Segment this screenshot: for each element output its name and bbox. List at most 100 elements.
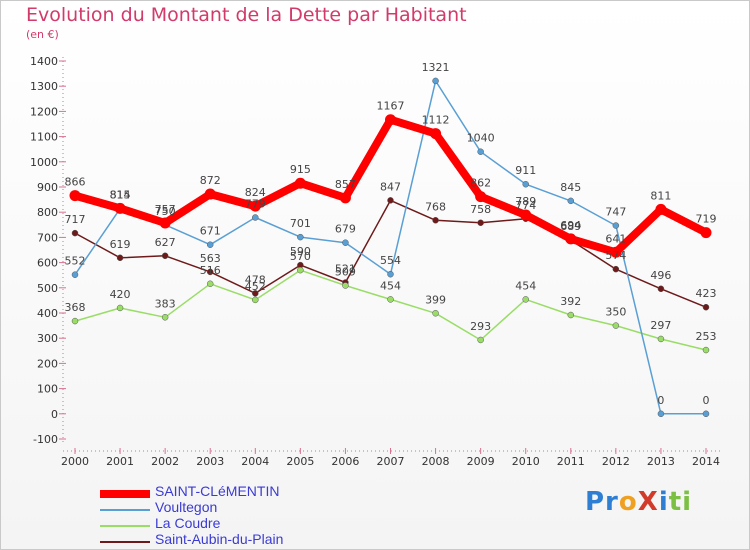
data-label: 811 xyxy=(650,189,671,202)
data-point xyxy=(565,233,577,245)
x-tick-label: 2010 xyxy=(512,455,540,468)
data-point xyxy=(116,304,124,312)
y-tick-label: 200 xyxy=(37,357,58,370)
data-point xyxy=(430,128,442,140)
y-tick-label: 1300 xyxy=(30,80,58,93)
data-label: 590 xyxy=(290,245,311,258)
x-tick-label: 2006 xyxy=(331,455,359,468)
data-label: 423 xyxy=(696,287,717,300)
legend-swatch xyxy=(100,541,150,543)
data-point xyxy=(475,191,487,203)
data-label: 509 xyxy=(335,266,356,279)
y-tick-label: 1000 xyxy=(30,156,58,169)
y-tick-label: 0 xyxy=(51,408,58,421)
data-label: 0 xyxy=(703,394,710,407)
x-tick-label: 2004 xyxy=(241,455,269,468)
x-tick-label: 2012 xyxy=(602,455,630,468)
data-label: 814 xyxy=(110,189,131,202)
data-label: 758 xyxy=(470,203,491,216)
y-tick-label: -100 xyxy=(33,433,58,446)
data-label: 750 xyxy=(155,205,176,218)
data-point xyxy=(116,254,124,262)
data-label: 0 xyxy=(657,394,664,407)
data-point xyxy=(161,314,169,321)
data-point xyxy=(655,203,667,215)
data-point xyxy=(657,285,665,293)
data-label: 297 xyxy=(650,319,671,332)
data-label: 815 xyxy=(110,188,131,201)
x-tick-label: 2011 xyxy=(557,455,585,468)
data-point xyxy=(252,214,259,221)
data-point xyxy=(432,77,439,85)
data-point xyxy=(612,322,620,329)
data-label: 478 xyxy=(245,273,266,286)
data-label: 701 xyxy=(290,217,311,230)
data-label: 679 xyxy=(335,223,356,236)
data-label: 779 xyxy=(245,197,266,210)
data-point xyxy=(206,268,214,276)
data-label: 554 xyxy=(380,254,401,267)
data-label: 627 xyxy=(155,236,176,249)
data-label: 454 xyxy=(380,279,401,292)
data-point xyxy=(477,219,484,227)
data-point xyxy=(71,271,79,278)
data-label: 689 xyxy=(560,220,581,233)
data-point xyxy=(567,311,575,319)
y-tick-label: 400 xyxy=(37,307,58,320)
legend-label: Voultegon xyxy=(155,499,218,515)
data-label: 574 xyxy=(605,249,626,262)
data-point xyxy=(657,335,665,343)
x-tick-label: 2003 xyxy=(196,455,224,468)
data-point xyxy=(657,410,665,418)
data-label: 694 xyxy=(560,219,581,232)
data-point xyxy=(387,270,394,278)
data-point xyxy=(339,192,351,204)
data-point xyxy=(610,246,622,258)
data-label: 862 xyxy=(470,177,491,190)
data-point xyxy=(252,290,259,297)
data-label: 757 xyxy=(155,203,176,216)
data-point xyxy=(69,190,81,202)
x-tick-label: 2014 xyxy=(692,455,720,468)
legend-swatch xyxy=(100,490,150,498)
data-label: 911 xyxy=(515,164,536,177)
data-label: 570 xyxy=(290,250,311,263)
data-label: 516 xyxy=(200,264,221,277)
data-label: 641 xyxy=(605,232,626,245)
data-point xyxy=(567,197,575,205)
data-point xyxy=(294,177,306,189)
data-point xyxy=(702,303,710,311)
data-label: 420 xyxy=(110,288,131,301)
data-label: 847 xyxy=(380,180,401,193)
data-point xyxy=(520,209,532,221)
y-tick-label: 600 xyxy=(37,257,58,270)
data-point xyxy=(477,148,484,155)
data-point xyxy=(297,266,304,274)
data-point xyxy=(204,188,216,200)
data-point xyxy=(477,336,484,344)
data-label: 824 xyxy=(245,186,266,199)
data-point xyxy=(71,229,79,237)
x-tick-label: 2000 xyxy=(61,455,89,468)
y-tick-label: 1200 xyxy=(30,105,58,118)
data-point xyxy=(387,197,394,204)
y-tick-label: 1100 xyxy=(30,131,58,144)
legend-label: La Coudre xyxy=(155,515,221,531)
y-tick-label: 100 xyxy=(37,383,58,396)
data-label: 496 xyxy=(650,269,671,282)
data-point xyxy=(702,346,710,354)
data-label: 915 xyxy=(290,163,311,176)
data-point xyxy=(612,222,620,229)
data-label: 392 xyxy=(560,295,581,308)
x-tick-label: 2005 xyxy=(286,455,314,468)
data-point xyxy=(297,233,304,241)
data-point xyxy=(342,239,349,246)
data-point xyxy=(114,202,126,214)
data-label: 399 xyxy=(425,293,446,306)
y-tick-label: 700 xyxy=(37,231,58,244)
proxiti-logo: ProXiti xyxy=(585,487,693,517)
data-point xyxy=(252,296,259,304)
data-label: 717 xyxy=(65,213,86,226)
data-point xyxy=(522,296,529,303)
